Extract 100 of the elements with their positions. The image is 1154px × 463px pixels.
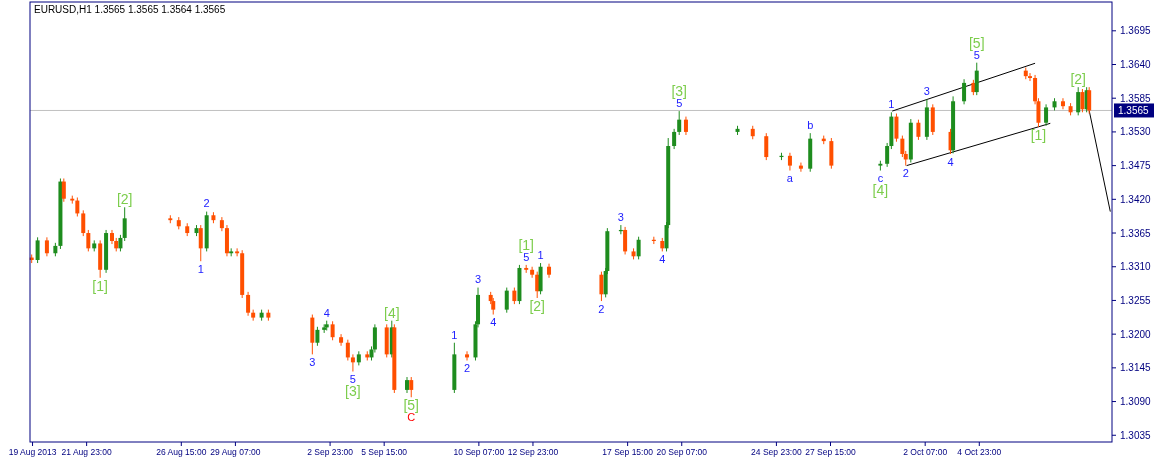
y-tick-label: 1.3585 [1120,92,1152,104]
annotation: 4 [659,253,666,266]
annotation: [5] [403,397,420,414]
annotation: [1] [92,277,108,294]
annotation: [5] [968,34,985,51]
x-tick-label: 12 Sep 23:00 [507,447,559,457]
annotation: 1 [888,98,895,111]
annotation: 3 [617,210,624,223]
annotation: [4] [872,182,889,199]
candlestick [636,236,641,260]
candlestick [916,119,921,141]
annotation: 2 [463,362,471,375]
annotation: b [807,118,814,131]
candlestick [75,196,80,217]
x-tick-label: 29 Aug 07:00 [210,447,261,457]
y-tick-label: 1.3475 [1120,160,1152,172]
y-tick-label: 1.3365 [1120,227,1152,239]
annotation: [2] [1070,71,1086,88]
candlestick [81,209,86,237]
candlestick [1080,88,1085,113]
y-tick-label: 1.3695 [1120,25,1152,37]
candlestick [1044,103,1049,127]
annotation: 1 [451,328,458,341]
y-tick-label: 1.3200 [1120,328,1152,340]
annotation: 5 [676,96,683,109]
candlestick [350,353,355,373]
x-tick-label: 19 Aug 2013 [8,447,57,457]
annotation: 4 [947,155,954,168]
y-tick-label: 1.3640 [1120,59,1152,71]
x-tick-label: 10 Sep 07:00 [453,447,505,457]
x-tick-label: 20 Sep 07:00 [656,447,708,457]
y-tick-label: 1.3310 [1120,261,1152,273]
candlestick [339,333,344,347]
candlestick [1060,97,1065,110]
annotation: 4 [323,306,330,319]
annotation: [1] [518,236,534,253]
candlestick [235,247,240,257]
annotation: a [786,172,794,185]
y-tick-label: 1.3530 [1120,126,1152,138]
annotation: 3 [309,356,316,369]
annotation: 2 [598,302,605,315]
x-tick-label: 4 Oct 23:00 [957,447,1002,457]
candlestick [962,78,967,105]
annotation: [3] [345,383,361,400]
annotation: 5 [523,250,530,263]
annotation: [3] [671,82,687,99]
candlestick [623,226,628,255]
x-tick-label: 17 Sep 15:00 [602,447,654,457]
annotation: 2 [902,167,909,180]
candlestick [530,266,535,279]
candlestick [345,339,350,361]
candlestick [61,177,66,203]
ref-line-label: 1.3565 [1118,104,1150,116]
candlestick [1076,86,1081,116]
y-tick-label: 1.3145 [1120,362,1152,374]
candlestick [535,271,540,299]
annotation: 5 [973,48,980,61]
candlestick [1028,72,1032,82]
candlestick [330,320,335,341]
x-tick-label: 21 Aug 23:00 [61,447,112,457]
x-tick-label: 2 Sep 23:00 [307,447,354,457]
candlestick [246,291,251,317]
annotation: 1 [197,263,204,276]
candlestick [798,162,803,173]
candlestick [894,113,899,143]
annotation: 1 [537,248,544,261]
x-tick-label: 27 Sep 15:00 [805,447,857,457]
candlestick [764,132,769,161]
x-tick-label: 24 Sep 23:00 [751,447,802,457]
candlestick [315,326,320,347]
candlestick [677,110,682,136]
x-tick-label: 2 Oct 07:00 [903,447,948,457]
annotation: [2] [116,191,133,208]
candlestick [1087,86,1092,115]
candlestick [683,116,688,136]
candlestick [672,128,677,150]
x-tick-label: 5 Sep 15:00 [361,447,408,457]
annotation: [4] [384,304,400,321]
y-tick-label: 1.3090 [1120,396,1152,408]
y-tick-label: 1.3035 [1120,429,1152,441]
annotation: c [877,172,884,185]
annotation: 4 [490,316,497,329]
annotation: 3 [474,273,482,286]
annotation: [2] [529,297,545,314]
candlestick [122,206,127,242]
x-tick-label: 26 Aug 15:00 [156,447,207,457]
chart-title: EURUSD,H1 1.3565 1.3565 1.3564 1.3565 [34,4,226,15]
y-tick-label: 1.3420 [1120,193,1152,205]
annotation: 2 [203,197,210,210]
y-tick-label: 1.3255 [1120,294,1152,306]
annotation: 3 [923,85,930,98]
candlestick [86,229,91,252]
candlestick [465,350,470,361]
annotation: 5 [349,373,356,386]
candlestick [44,236,49,257]
candlestick [599,271,604,302]
annotation: [1] [1030,126,1047,143]
candlestick [409,376,414,398]
annotation: C [407,411,416,424]
candlestick [504,287,509,314]
